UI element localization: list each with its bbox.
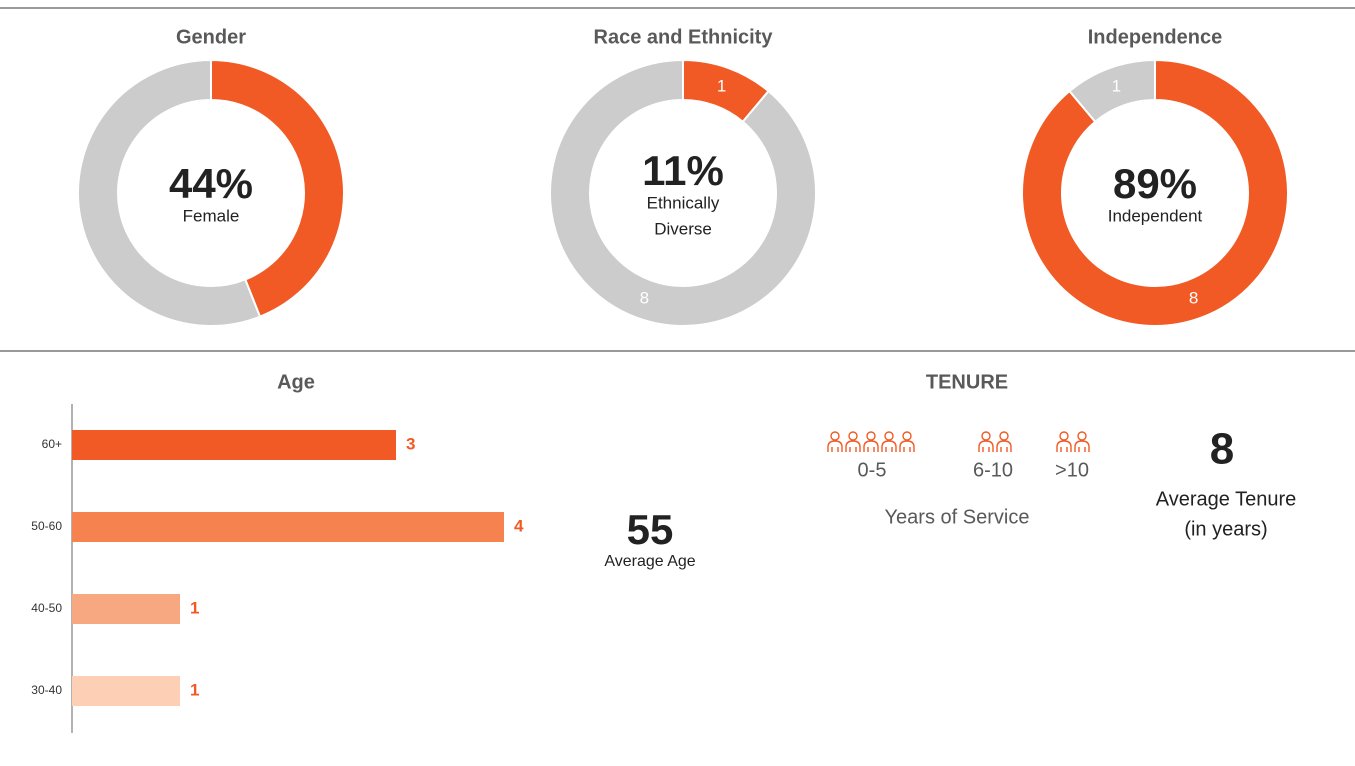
icon-head [1059, 431, 1069, 441]
person-icon [978, 431, 994, 452]
icon-head [1077, 431, 1087, 441]
person-icon [881, 431, 897, 452]
value-label: 3 [406, 434, 415, 453]
icon-body [845, 440, 861, 452]
value-label: 1 [190, 680, 199, 699]
person-icon [899, 431, 915, 452]
bar [72, 512, 504, 542]
chart-title: Gender [176, 26, 246, 48]
category-label: 30-40 [31, 683, 62, 697]
person-icon [1056, 431, 1072, 452]
caption: Years of Service [885, 506, 1030, 528]
stat-label: Average Tenure [1156, 488, 1296, 510]
center-label: Female [183, 206, 240, 225]
chart-title: Age [277, 371, 315, 393]
category-label: 50-60 [31, 519, 62, 533]
icon-body [827, 440, 843, 452]
icon-body [863, 440, 879, 452]
bar [72, 676, 180, 706]
icon-body [1074, 440, 1090, 452]
stat-label: (in years) [1184, 518, 1267, 540]
donut-segment [1068, 58, 1156, 124]
icon-body [899, 440, 915, 452]
icon-head [999, 431, 1009, 441]
icon-head [866, 431, 876, 441]
stat-value: 55 [627, 506, 674, 553]
segment-label: 8 [640, 289, 649, 308]
center-value: 44% [169, 160, 253, 207]
category-label: 40-50 [31, 601, 62, 615]
icon-body [1056, 440, 1072, 452]
center-label: Ethnically [647, 193, 720, 212]
group-label: >10 [1055, 459, 1089, 481]
person-icon [996, 431, 1012, 452]
icon-head [981, 431, 991, 441]
center-value: 11% [642, 147, 724, 194]
icon-body [996, 440, 1012, 452]
segment-label: 1 [717, 76, 726, 95]
group-label: 6-10 [973, 459, 1013, 481]
center-value: 89% [1113, 160, 1197, 207]
bar [72, 430, 396, 460]
donut-segment [1021, 58, 1289, 327]
chart-title: Race and Ethnicity [594, 26, 774, 48]
person-icon [827, 431, 843, 452]
icon-body [881, 440, 897, 452]
icon-head [902, 431, 912, 441]
group-label: 0-5 [858, 459, 887, 481]
donut-segment [77, 58, 262, 327]
segment-label: 1 [1112, 76, 1121, 95]
donut-segment [210, 58, 345, 318]
icon-head [848, 431, 858, 441]
center-label: Independent [1108, 206, 1203, 225]
donut-segment [549, 58, 817, 327]
center-label: Diverse [654, 219, 712, 238]
icon-head [830, 431, 840, 441]
icon-head [884, 431, 894, 441]
stat-label: Average Age [604, 553, 695, 570]
bar [72, 594, 180, 624]
person-icon [845, 431, 861, 452]
segment-label: 8 [1189, 289, 1198, 308]
value-label: 1 [190, 598, 199, 617]
chart-title: Independence [1088, 26, 1222, 48]
icon-body [978, 440, 994, 452]
category-label: 60+ [42, 437, 62, 451]
value-label: 4 [514, 516, 524, 535]
person-icon [1074, 431, 1090, 452]
chart-title: TENURE [926, 371, 1008, 393]
person-icon [863, 431, 879, 452]
stat-value: 8 [1210, 425, 1234, 474]
